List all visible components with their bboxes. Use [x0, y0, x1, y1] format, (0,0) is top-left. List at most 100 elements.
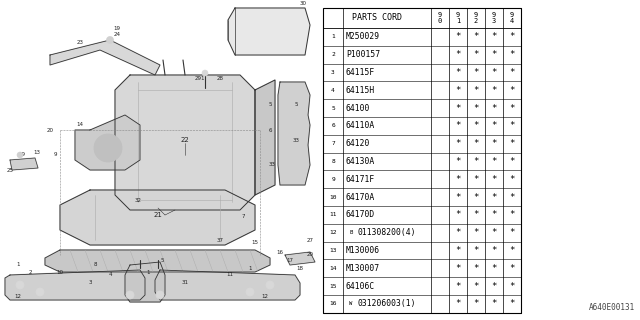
Text: 16: 16	[329, 301, 337, 306]
Circle shape	[326, 262, 339, 275]
Text: *: *	[474, 157, 479, 166]
Text: 1: 1	[147, 270, 150, 276]
Text: 3: 3	[331, 70, 335, 75]
Text: 32: 32	[134, 197, 141, 203]
Text: *: *	[474, 175, 479, 184]
Polygon shape	[125, 262, 165, 302]
Text: *: *	[455, 246, 461, 255]
Circle shape	[106, 36, 113, 44]
Text: *: *	[509, 228, 515, 237]
Text: *: *	[492, 282, 497, 291]
Text: *: *	[455, 86, 461, 95]
Text: *: *	[474, 68, 479, 77]
Text: 64115H: 64115H	[346, 86, 375, 95]
Text: *: *	[474, 246, 479, 255]
Text: PARTS CORD: PARTS CORD	[352, 13, 402, 22]
Circle shape	[326, 173, 339, 186]
Text: 22: 22	[180, 137, 189, 143]
Text: 011308200(4): 011308200(4)	[358, 228, 417, 237]
Polygon shape	[60, 190, 255, 245]
Text: M130007: M130007	[346, 264, 380, 273]
Text: *: *	[455, 211, 461, 220]
Text: 12: 12	[262, 293, 269, 299]
Text: 1: 1	[200, 76, 204, 81]
Text: 21: 21	[154, 212, 163, 218]
Text: 11: 11	[227, 273, 234, 277]
Polygon shape	[45, 250, 270, 272]
Circle shape	[126, 291, 134, 299]
Circle shape	[326, 102, 339, 115]
Text: *: *	[474, 86, 479, 95]
Text: *: *	[509, 246, 515, 255]
Text: 13: 13	[329, 248, 337, 253]
Text: 33: 33	[292, 138, 300, 142]
Text: *: *	[492, 175, 497, 184]
Text: *: *	[455, 139, 461, 148]
Text: 64120: 64120	[346, 139, 371, 148]
Text: 64115F: 64115F	[346, 68, 375, 77]
Text: 9: 9	[53, 153, 57, 157]
Text: *: *	[509, 50, 515, 59]
Circle shape	[326, 297, 339, 310]
Text: *: *	[474, 264, 479, 273]
Text: 15: 15	[329, 284, 337, 289]
Text: 64171F: 64171F	[346, 175, 375, 184]
Text: 25: 25	[6, 167, 13, 172]
Text: 24: 24	[113, 33, 120, 37]
Text: 12: 12	[329, 230, 337, 235]
Text: *: *	[474, 50, 479, 59]
Text: 9
2: 9 2	[474, 12, 478, 24]
Text: 28: 28	[216, 76, 223, 81]
Circle shape	[346, 299, 356, 309]
Text: 1: 1	[331, 34, 335, 39]
Text: 4: 4	[108, 273, 112, 277]
Text: *: *	[509, 282, 515, 291]
Text: *: *	[492, 193, 497, 202]
Text: 10: 10	[329, 195, 337, 200]
Text: *: *	[492, 104, 497, 113]
Text: 16: 16	[276, 250, 284, 254]
Text: *: *	[509, 104, 515, 113]
Circle shape	[326, 48, 339, 61]
Text: 1: 1	[16, 262, 20, 268]
Text: 9
1: 9 1	[456, 12, 460, 24]
Text: 33: 33	[269, 163, 275, 167]
Text: *: *	[509, 139, 515, 148]
Text: 12: 12	[15, 293, 22, 299]
Text: *: *	[509, 211, 515, 220]
Text: *: *	[455, 50, 461, 59]
Text: *: *	[455, 264, 461, 273]
Text: *: *	[509, 32, 515, 41]
Text: *: *	[492, 246, 497, 255]
Text: 37: 37	[216, 237, 223, 243]
Text: 27: 27	[307, 237, 314, 243]
Circle shape	[202, 70, 208, 76]
Text: *: *	[492, 300, 497, 308]
Circle shape	[17, 152, 23, 158]
Polygon shape	[278, 82, 310, 185]
Text: *: *	[509, 68, 515, 77]
Text: 10: 10	[56, 270, 63, 276]
Text: *: *	[455, 300, 461, 308]
Text: 64170A: 64170A	[346, 193, 375, 202]
Text: 7: 7	[331, 141, 335, 146]
Text: *: *	[474, 282, 479, 291]
Text: *: *	[474, 139, 479, 148]
Text: 17: 17	[287, 258, 294, 262]
Text: A640E00131: A640E00131	[589, 303, 635, 312]
Polygon shape	[155, 270, 300, 300]
Circle shape	[326, 155, 339, 168]
Text: *: *	[492, 50, 497, 59]
Circle shape	[326, 137, 339, 150]
Text: *: *	[455, 175, 461, 184]
Circle shape	[156, 291, 164, 299]
Text: M130006: M130006	[346, 246, 380, 255]
Text: *: *	[492, 121, 497, 131]
Circle shape	[36, 288, 44, 296]
Circle shape	[326, 208, 339, 221]
Text: 5: 5	[160, 259, 164, 263]
Text: 9
3: 9 3	[492, 12, 496, 24]
Circle shape	[16, 281, 24, 289]
Text: *: *	[509, 86, 515, 95]
Text: 64106C: 64106C	[346, 282, 375, 291]
